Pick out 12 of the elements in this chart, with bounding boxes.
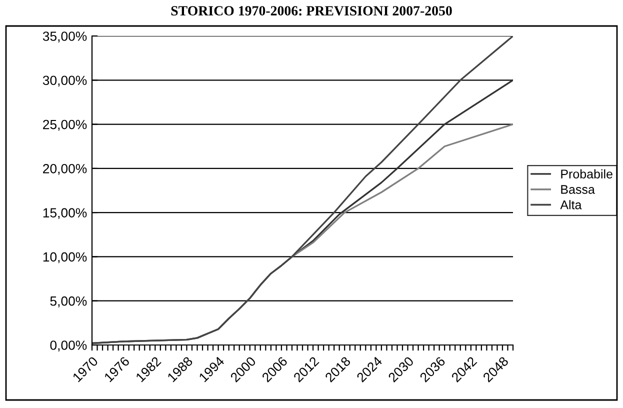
legend-label: Probabile	[561, 169, 612, 178]
y-tick-label: 0,00%	[50, 340, 87, 352]
y-tick-label: 35,00%	[42, 32, 87, 42]
y-tick-label: 15,00%	[43, 208, 87, 220]
y-tick-label: 10,00%	[43, 252, 87, 264]
y-tick-label: 20,00%	[43, 164, 87, 175]
chart-title: STORICO 1970-2006: PREVISIONI 2007-2050	[171, 6, 452, 16]
legend-label: Bassa	[561, 185, 595, 194]
y-tick-label: 5,00%	[50, 296, 87, 308]
legend-label: Alta	[560, 200, 582, 210]
y-tick-label: 30,00%	[42, 76, 87, 87]
y-tick-label: 25,00%	[43, 120, 87, 131]
